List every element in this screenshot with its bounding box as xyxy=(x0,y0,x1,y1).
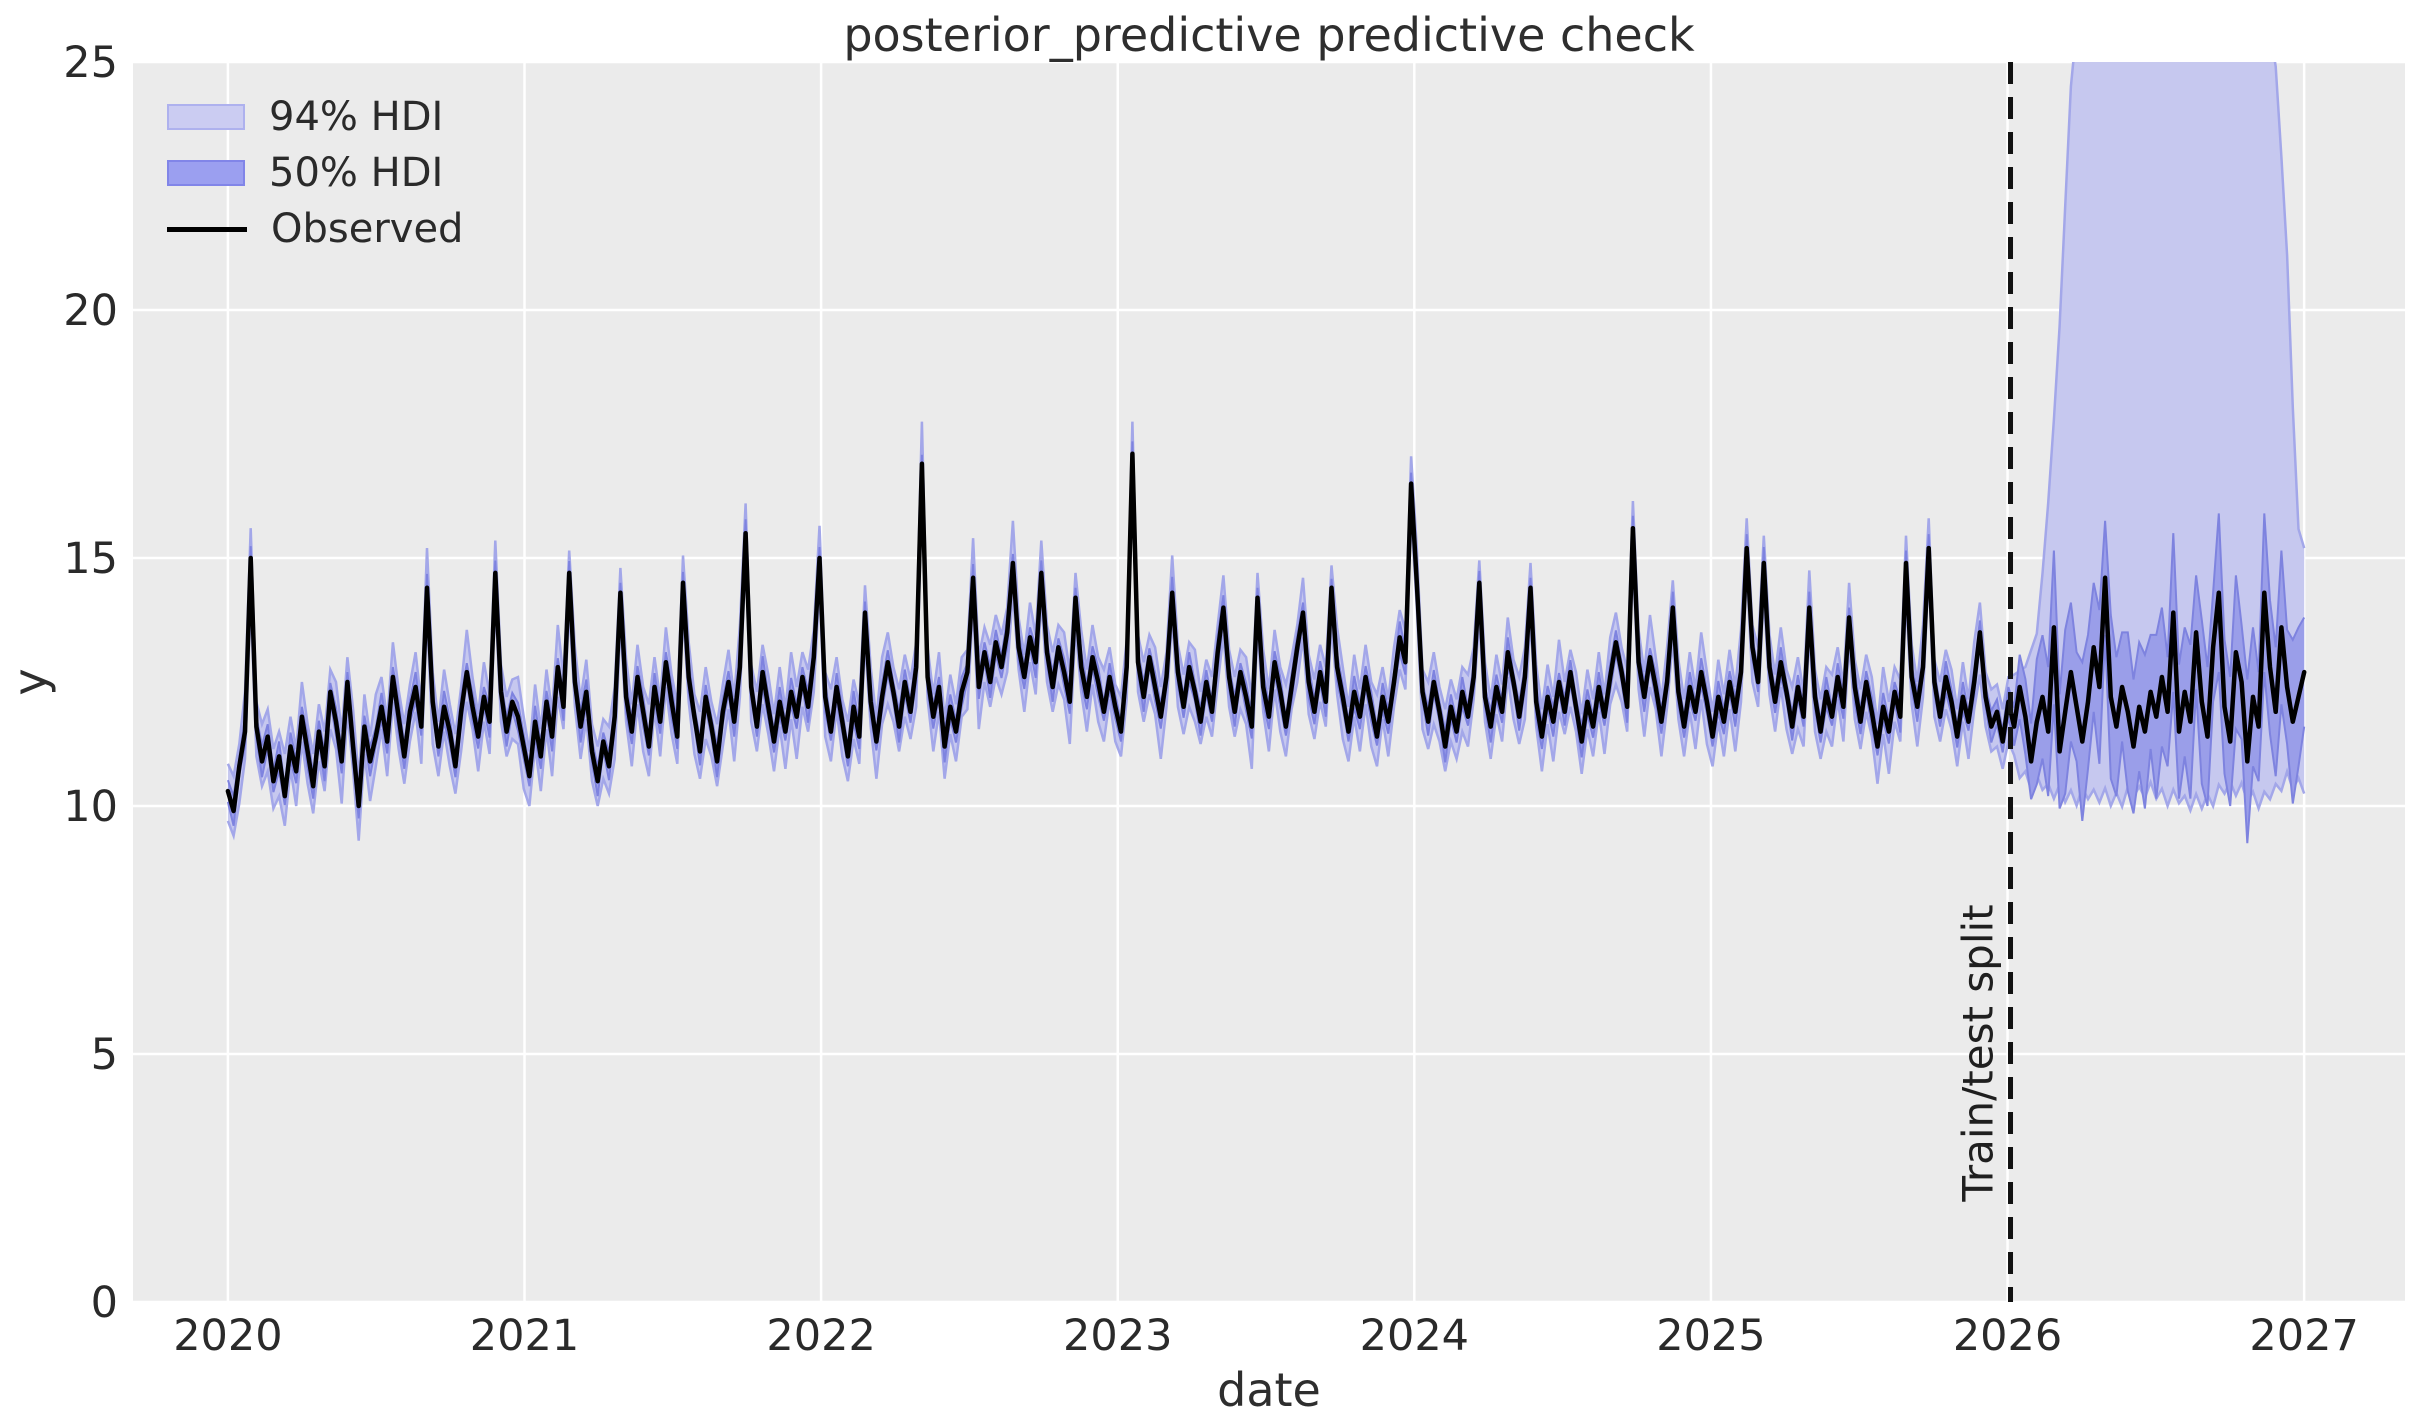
y-tick-label: 5 xyxy=(91,1030,118,1080)
y-tick-label: 10 xyxy=(63,782,118,832)
x-tick-label: 2020 xyxy=(173,1311,282,1361)
legend-label-94-hdi: 94% HDI xyxy=(269,94,444,140)
observed-line-swatch-icon xyxy=(167,226,247,232)
hdi-50-swatch-icon xyxy=(167,160,245,186)
y-tick-label: 25 xyxy=(63,38,118,88)
x-tick-label: 2022 xyxy=(766,1311,875,1361)
legend-label-50-hdi: 50% HDI xyxy=(269,150,444,196)
x-tick-label: 2024 xyxy=(1360,1311,1469,1361)
y-axis-label: y xyxy=(3,668,57,696)
x-tick-label: 2023 xyxy=(1063,1311,1172,1361)
x-tick-label: 2025 xyxy=(1656,1311,1765,1361)
legend-label-observed: Observed xyxy=(271,206,464,252)
train-test-split-label: Train/test split xyxy=(1953,904,2003,1202)
legend: 94% HDI 50% HDI Observed xyxy=(167,97,463,249)
legend-item-50-hdi: 50% HDI xyxy=(167,153,463,193)
y-tick-label: 0 xyxy=(91,1278,118,1328)
x-tick-label: 2027 xyxy=(2249,1311,2358,1361)
x-tick-label: 2026 xyxy=(1953,1311,2062,1361)
legend-item-94-hdi: 94% HDI xyxy=(167,97,463,137)
chart-title: posterior_predictive predictive check xyxy=(843,8,1695,62)
x-axis-label: date xyxy=(1217,1363,1321,1417)
observed-line xyxy=(225,451,2307,814)
legend-item-observed: Observed xyxy=(167,209,463,249)
y-tick-label: 15 xyxy=(63,534,118,584)
y-tick-label: 20 xyxy=(63,286,118,336)
hdi-94-swatch-icon xyxy=(167,104,245,130)
x-tick-label: 2021 xyxy=(470,1311,579,1361)
